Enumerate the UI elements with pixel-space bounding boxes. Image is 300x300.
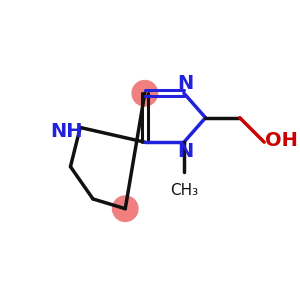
Text: OH: OH — [266, 131, 298, 150]
Text: N: N — [177, 142, 193, 161]
Text: N: N — [177, 74, 193, 93]
Text: CH₃: CH₃ — [170, 183, 198, 198]
Text: NH: NH — [50, 122, 83, 141]
Circle shape — [112, 196, 138, 221]
Circle shape — [132, 80, 158, 106]
